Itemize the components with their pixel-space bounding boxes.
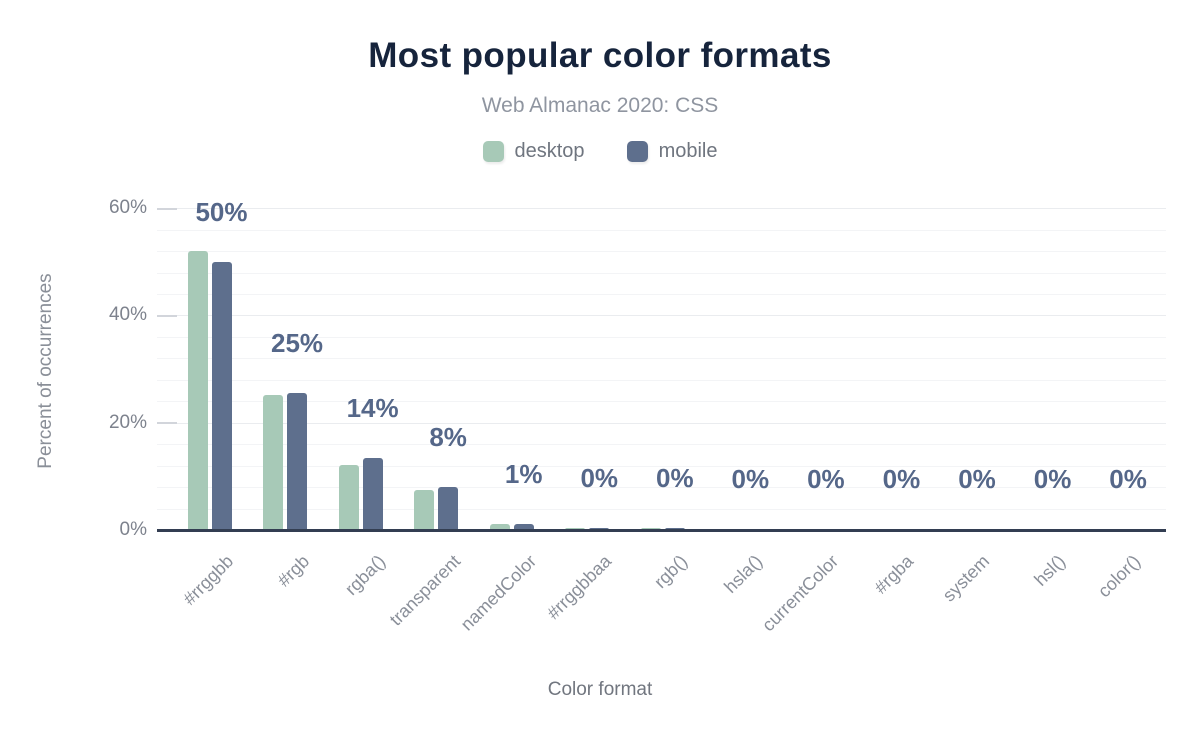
x-axis-title: Color format xyxy=(547,679,653,700)
minor-gridline-56 xyxy=(157,229,1166,231)
bar-value-label-#rrggbb: 50% xyxy=(195,197,248,227)
minor-gridline-28 xyxy=(157,379,1166,381)
minor-gridline-48 xyxy=(157,272,1166,274)
bar-value-label-transparent: 8% xyxy=(429,422,467,452)
bar-value-label-namedColor: 1% xyxy=(504,459,543,489)
bar-value-label-currentColor: 0% xyxy=(807,464,845,494)
bar-mobile-#rrggbb xyxy=(211,262,232,530)
bar-desktop-transparent xyxy=(414,490,435,530)
x-tick-label-currentColor: currentColor xyxy=(757,551,843,636)
legend-item-mobile: mobile xyxy=(626,140,718,163)
legend-swatch-mobile xyxy=(626,141,648,162)
bar-value-label-system: 0% xyxy=(958,464,996,494)
major-gridline-60 xyxy=(157,208,1166,210)
chart-title: Most popular color formats xyxy=(368,36,832,75)
x-tick-label-hsla(): hsla() xyxy=(720,551,767,597)
legend-swatch-desktop xyxy=(482,141,504,162)
x-tick-label-#rrggbbaa: #rrggbbaa xyxy=(543,551,616,624)
legend-label-mobile: mobile xyxy=(658,140,718,162)
minor-gridline-4 xyxy=(157,508,1166,510)
x-tick-label-transparent: transparent xyxy=(385,551,465,630)
y-tick-mark-20 xyxy=(157,422,177,425)
bar-mobile-#rgb xyxy=(287,393,308,530)
y-tick-label-20%: 20% xyxy=(108,411,147,433)
x-tick-label-hsl(): hsl() xyxy=(1029,551,1069,590)
bar-value-label-rgb(): 0% xyxy=(656,463,694,493)
bar-mobile-namedColor xyxy=(513,524,534,530)
y-tick-label-60%: 60% xyxy=(108,197,147,219)
y-tick-label-0%: 0% xyxy=(119,519,147,540)
x-tick-label-rgb(): rgb() xyxy=(649,551,691,593)
minor-gridline-12 xyxy=(157,465,1166,467)
x-tick-label-#rgb: #rgb xyxy=(273,551,314,591)
major-gridline-40 xyxy=(157,315,1166,317)
bar-value-label-hsla(): 0% xyxy=(731,464,770,494)
bar-value-label-color(): 0% xyxy=(1109,464,1147,494)
minor-gridline-44 xyxy=(157,293,1166,295)
bar-desktop-#rgb xyxy=(263,395,284,530)
bar-desktop-rgba() xyxy=(338,465,359,530)
bar-desktop-#rrggbb xyxy=(187,251,208,530)
bar-mobile-transparent xyxy=(438,487,459,530)
legend-item-desktop: desktop xyxy=(482,140,585,163)
minor-gridline-32 xyxy=(157,358,1166,360)
y-axis-title: Percent of occurrences xyxy=(35,273,56,469)
bar-value-label-hsl(): 0% xyxy=(1033,464,1072,494)
x-tick-label-rgba(): rgba() xyxy=(340,551,389,600)
major-gridline-20 xyxy=(157,422,1166,424)
x-tick-label-system: system xyxy=(938,551,994,606)
legend: desktop mobile xyxy=(0,140,1200,163)
y-tick-label-40%: 40% xyxy=(108,304,147,326)
bar-desktop-namedColor xyxy=(489,524,510,530)
y-tick-mark-60 xyxy=(157,207,177,210)
x-tick-label-#rgba: #rgba xyxy=(870,551,918,598)
minor-gridline-16 xyxy=(157,444,1166,446)
minor-gridline-24 xyxy=(157,401,1166,403)
bar-value-label-#rgba: 0% xyxy=(882,464,921,494)
x-tick-label-color(): color() xyxy=(1094,551,1145,602)
bar-value-label-#rgb: 25% xyxy=(271,328,324,358)
x-tick-label-namedColor: namedColor xyxy=(456,551,540,635)
y-tick-mark-40 xyxy=(157,314,177,317)
chart-subtitle: Web Almanac 2020: CSS xyxy=(481,94,719,117)
minor-gridline-36 xyxy=(157,336,1166,338)
x-tick-label-#rrggbb: #rrggbb xyxy=(179,551,238,610)
bar-value-label-rgba(): 14% xyxy=(346,393,399,423)
minor-gridline-8 xyxy=(157,487,1166,489)
minor-gridline-52 xyxy=(157,251,1166,252)
bar-mobile-rgba() xyxy=(362,458,383,530)
legend-label-desktop: desktop xyxy=(514,140,585,162)
x-axis-line xyxy=(157,529,1166,532)
bar-value-label-#rrggbbaa: 0% xyxy=(580,463,619,493)
